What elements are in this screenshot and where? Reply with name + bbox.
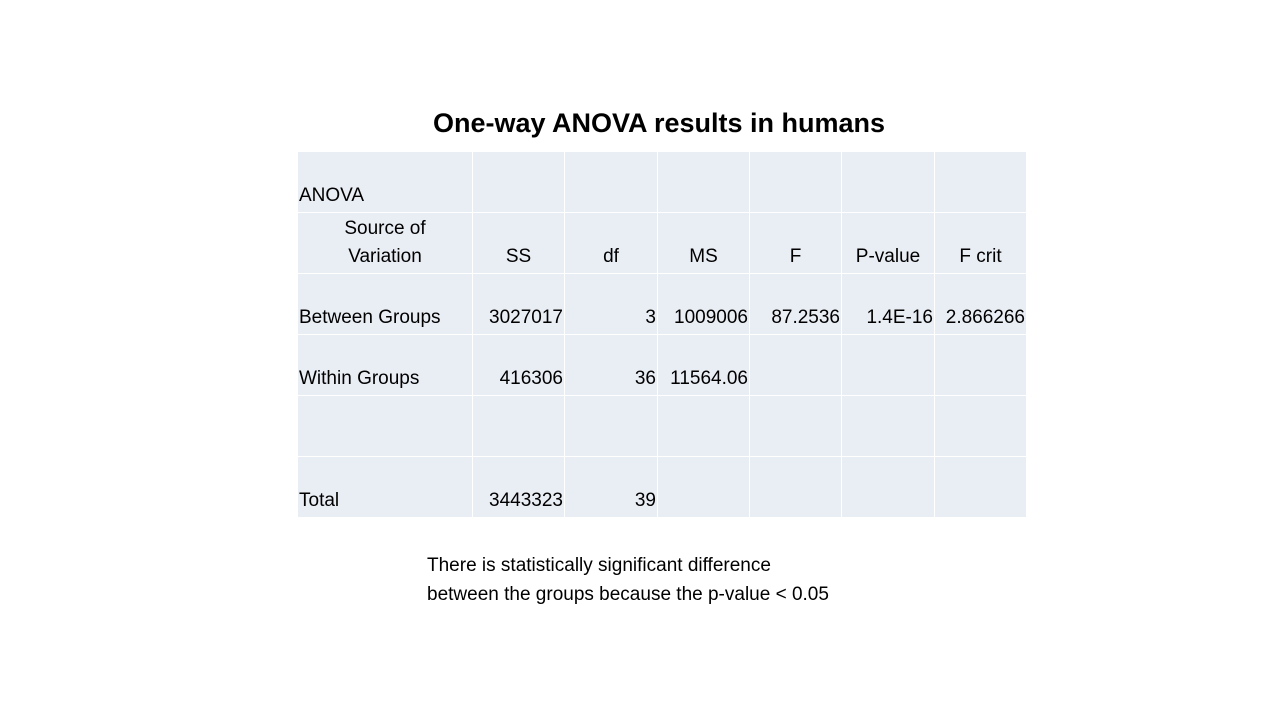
table-cell xyxy=(841,151,935,213)
table-row: Within Groups 416306 36 11564.06 xyxy=(297,334,1027,396)
table-cell xyxy=(564,395,658,457)
table-cell xyxy=(934,334,1027,396)
table-cell: 2.866266 xyxy=(934,273,1027,335)
table-cell xyxy=(564,151,658,213)
table-cell: F crit xyxy=(934,212,1027,274)
note: There is statistically significant diffe… xyxy=(427,551,829,609)
table-cell xyxy=(841,456,935,518)
table-cell: 11564.06 xyxy=(657,334,750,396)
note-line: There is statistically significant diffe… xyxy=(427,555,771,576)
table-row: Between Groups 3027017 3 1009006 87.2536 1.4E… xyxy=(297,273,1027,335)
table-cell xyxy=(657,395,750,457)
table-cell: 87.2536 xyxy=(749,273,842,335)
table-row: Total 3443323 39 xyxy=(297,456,1027,518)
table-cell xyxy=(841,395,935,457)
table-cell: Within Groups xyxy=(297,334,473,396)
table-cell: 3027017 xyxy=(472,273,565,335)
note-line: between the groups because the p-value <… xyxy=(427,584,829,605)
table-row: Source of Variation SS df MS F P-value F crit xyxy=(297,212,1027,274)
table-cell xyxy=(472,395,565,457)
table-row: ANOVA xyxy=(297,151,1027,213)
table-cell xyxy=(934,151,1027,213)
table-cell: Total xyxy=(297,456,473,518)
table-cell: 416306 xyxy=(472,334,565,396)
table-cell xyxy=(749,456,842,518)
table-cell: 3 xyxy=(564,273,658,335)
table-cell: 36 xyxy=(564,334,658,396)
table-cell: ANOVA xyxy=(297,151,473,213)
table-cell xyxy=(934,456,1027,518)
table-cell xyxy=(749,334,842,396)
table-cell: P-value xyxy=(841,212,935,274)
table-cell xyxy=(657,151,750,213)
table-row xyxy=(297,395,1027,457)
table-cell: 1.4E-16 xyxy=(841,273,935,335)
table-cell: 3443323 xyxy=(472,456,565,518)
table-cell: df xyxy=(564,212,658,274)
table-cell xyxy=(472,151,565,213)
table-cell xyxy=(657,456,750,518)
table-cell: F xyxy=(749,212,842,274)
table-cell: 39 xyxy=(564,456,658,518)
table-cell: Source of Variation xyxy=(297,212,473,274)
table-body: ANOVA Source of Variation SS df MS F P-value F … xyxy=(297,151,1027,518)
table-cell xyxy=(841,334,935,396)
table-cell xyxy=(297,395,473,457)
table-cell: Between Groups xyxy=(297,273,473,335)
anova-table: ANOVA Source of Variation SS df MS F P-value F … xyxy=(297,151,1027,518)
table-cell xyxy=(749,151,842,213)
table-cell: MS xyxy=(657,212,750,274)
table-cell xyxy=(749,395,842,457)
table-cell: SS xyxy=(472,212,565,274)
slide-title: One-way ANOVA results in humans xyxy=(432,108,886,138)
table-cell: 1009006 xyxy=(657,273,750,335)
table-cell xyxy=(934,395,1027,457)
